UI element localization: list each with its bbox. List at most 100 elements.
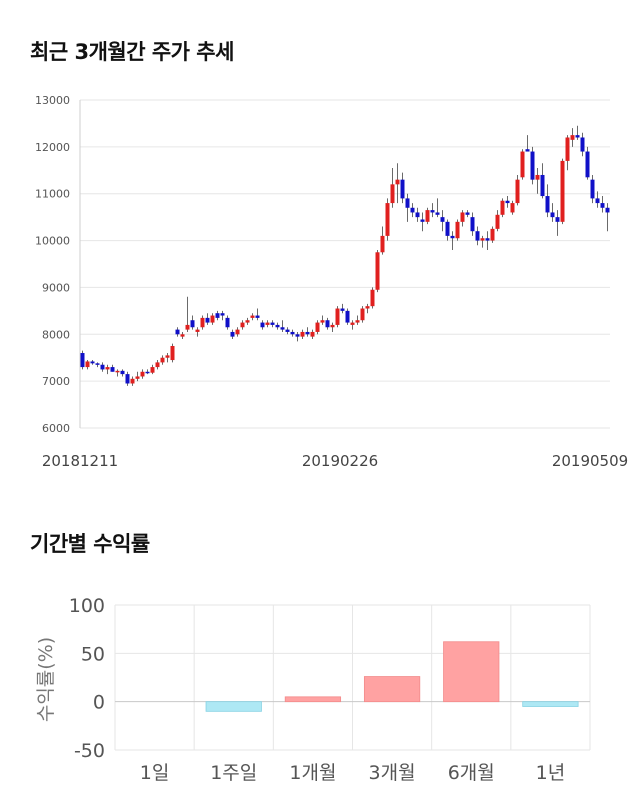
y-tick-label: -50 [74, 740, 105, 762]
candle-body [550, 212, 555, 218]
candle-body [585, 151, 590, 178]
candle-body [295, 334, 300, 337]
candle-body [350, 322, 355, 325]
candle-body [410, 207, 415, 213]
return-bar [205, 701, 262, 712]
y-tick-label: 0 [93, 692, 105, 714]
candle-body [380, 235, 385, 253]
candle-body [540, 174, 545, 197]
candle-body [445, 221, 450, 236]
returns-title: 기간별 수익률 [30, 532, 150, 556]
candle-body [180, 334, 185, 337]
candle-body [460, 212, 465, 222]
candle-body [490, 228, 495, 241]
candle-body [185, 324, 190, 330]
candle-body [120, 370, 125, 375]
candle-body [160, 357, 165, 363]
x-tick-label: 3개월 [369, 762, 416, 784]
y-tick-label: 11000 [35, 188, 70, 201]
candle-body [345, 310, 350, 323]
candle-body [385, 203, 390, 236]
x-tick-label: 1일 [140, 762, 170, 784]
price-trend-title: 최근 3개월간 주가 추세 [30, 40, 234, 64]
candle-body [270, 322, 275, 325]
candle-body [405, 198, 410, 208]
candle-body [230, 331, 235, 337]
candle-body [375, 252, 380, 290]
y-axis-title: 수익률(%) [35, 637, 57, 722]
y-tick-label: 12000 [35, 141, 70, 154]
candle-body [275, 324, 280, 328]
candle-body [155, 362, 160, 368]
candle-body [545, 196, 550, 213]
candle-body [330, 324, 335, 328]
candle-body [240, 322, 245, 328]
candle-body [250, 315, 255, 318]
return-bar [443, 641, 500, 703]
candle-body [85, 361, 90, 368]
candle-body [575, 135, 580, 138]
return-bar [284, 696, 342, 703]
candle-body [110, 367, 115, 372]
candle-body [450, 235, 455, 239]
candle-body [140, 371, 145, 377]
candle-body [175, 329, 180, 335]
candle-body [200, 317, 205, 328]
candle-body [145, 371, 150, 374]
candle-body [425, 210, 430, 222]
candle-body [485, 238, 490, 241]
candle-body [455, 221, 460, 239]
candle-body [105, 367, 110, 370]
candle-body [245, 320, 250, 323]
candle-body [195, 329, 200, 332]
return-bar [363, 676, 421, 703]
candle-body [495, 214, 500, 229]
candle-body [515, 179, 520, 204]
y-tick-label: 100 [69, 595, 105, 617]
candle-body [80, 353, 85, 368]
y-tick-label: 7000 [42, 375, 70, 388]
candle-body [520, 151, 525, 178]
candle-body [320, 320, 325, 323]
candle-body [525, 149, 530, 152]
y-tick-label: 10000 [35, 235, 70, 248]
candle-body [440, 217, 445, 222]
candle-body [395, 179, 400, 185]
candle-body [400, 179, 405, 199]
candle-body [505, 200, 510, 204]
candle-body [390, 184, 395, 204]
candle-body [190, 320, 195, 328]
x-tick-label: 20190226 [302, 452, 378, 470]
x-tick-label: 1주일 [210, 762, 257, 784]
candle-body [310, 331, 315, 337]
candle-body [255, 315, 260, 318]
return-bar [522, 701, 579, 707]
candle-body [565, 137, 570, 161]
candle-body [500, 200, 505, 215]
candle-body [225, 317, 230, 328]
candle-body [420, 219, 425, 222]
candle-body [475, 231, 480, 241]
candle-body [480, 238, 485, 241]
candle-body [600, 203, 605, 208]
candle-body [95, 363, 100, 365]
candle-body [370, 289, 375, 307]
candle-body [555, 217, 560, 222]
candle-body [235, 329, 240, 335]
candle-body [560, 160, 565, 222]
candle-body [470, 217, 475, 232]
y-tick-label: 8000 [42, 328, 70, 341]
candle-body [605, 207, 610, 213]
candle-body [590, 179, 595, 199]
candle-body [415, 212, 420, 218]
candle-body [100, 364, 105, 370]
candle-body [530, 151, 535, 180]
y-tick-label: 9000 [42, 281, 70, 294]
candle-body [115, 370, 120, 373]
candle-body [340, 308, 345, 311]
x-tick-label: 1년 [536, 762, 566, 784]
y-tick-label: 6000 [42, 422, 70, 435]
candle-body [165, 355, 170, 358]
candle-body [125, 374, 130, 384]
candlestick-chart: 13000 12000 11000 10000 9000 8000 7000 6000 2018… [35, 94, 628, 470]
